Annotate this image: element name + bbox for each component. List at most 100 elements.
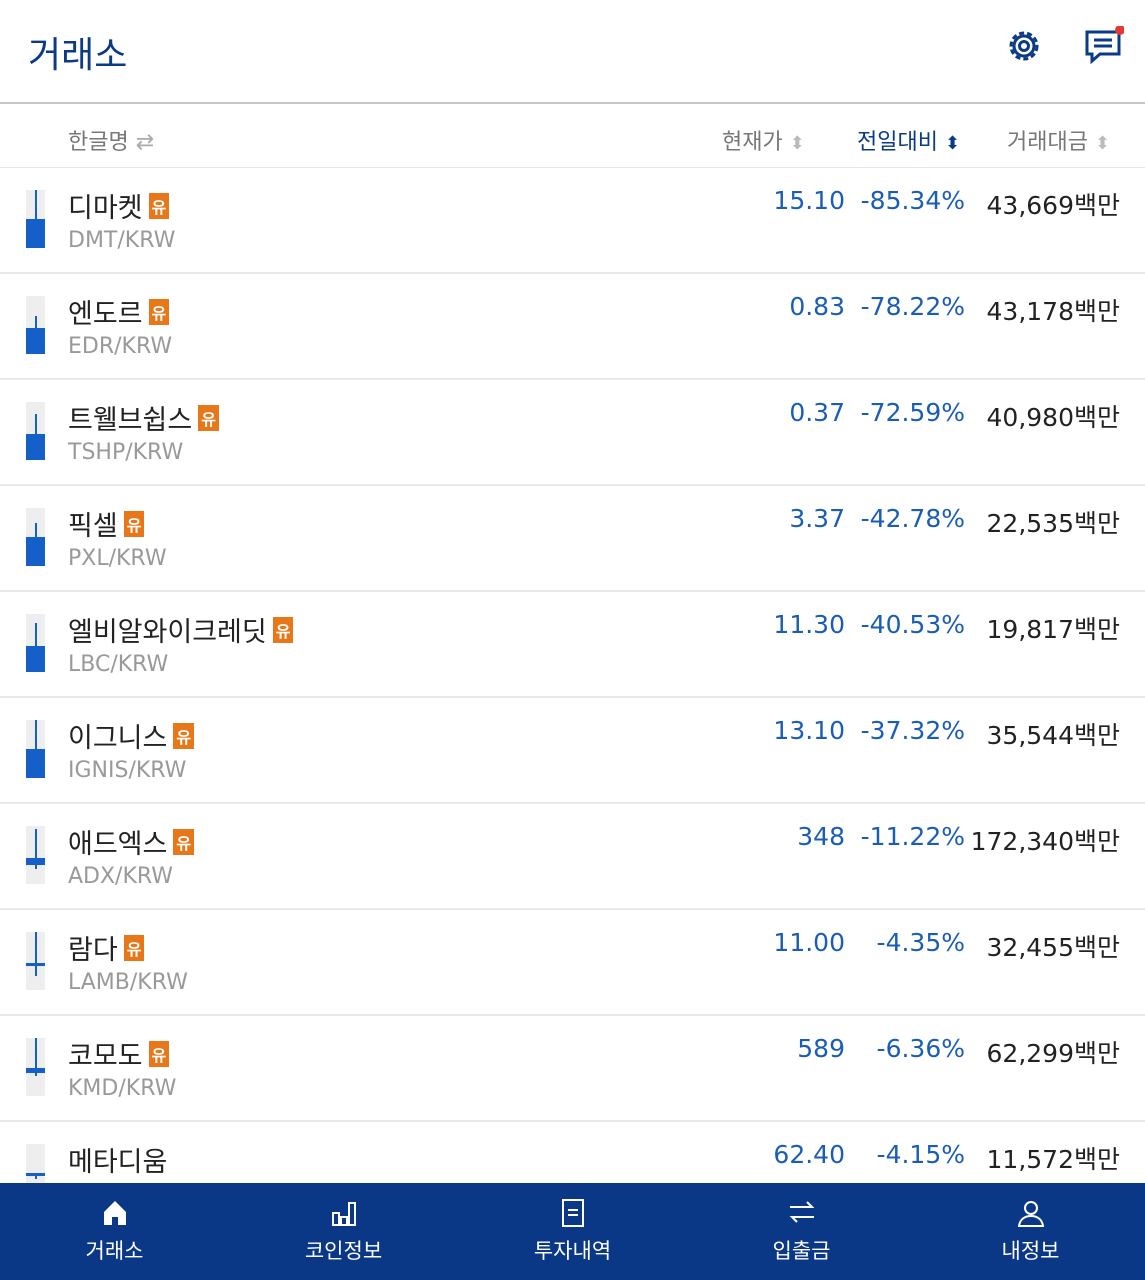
change-rate: -4.15% (876, 1140, 965, 1169)
nav-home[interactable]: 거래소 (0, 1183, 229, 1280)
change-rate: -11.22% (860, 822, 965, 851)
coin-symbol: ADX/KRW (68, 864, 174, 889)
transfer-icon (789, 1201, 814, 1223)
warning-badge: 유 (198, 404, 219, 431)
coin-list: 디마켓 유 DMT/KRW 15.10 -85.34% 43,669백만 엔도르 유… (0, 168, 1145, 1228)
candle-indicator (26, 932, 45, 990)
notification-dot (1115, 26, 1124, 35)
candle-indicator (26, 614, 45, 672)
coin-row[interactable]: 메타디움 62.40 -4.15% 11,572백만 (0, 1122, 1145, 1228)
sort-name[interactable]: 한글명 ⇄ (68, 130, 155, 155)
trade-volume: 11,572백만 (986, 1145, 1120, 1174)
warning-badge: 유 (173, 828, 195, 855)
candle-indicator (26, 826, 45, 884)
sort-price[interactable]: 현재가 ⬍ (722, 130, 805, 155)
sort-volume[interactable]: 거래대금 ⬍ (1007, 130, 1111, 155)
app-header: 거래소 (0, 0, 1145, 104)
change-rate: -78.22% (860, 292, 965, 321)
gear-icon[interactable] (1004, 26, 1044, 66)
trade-volume: 172,340백만 (970, 827, 1120, 856)
warning-badge: 유 (272, 616, 294, 643)
coin-name: 메타디움 (68, 1147, 168, 1178)
swap-icon: ⇄ (135, 130, 155, 155)
coin-symbol: EDR/KRW (68, 334, 173, 359)
bottom-nav: 거래소 코인정보 투자내역 입출금 내정보 (0, 1183, 1145, 1280)
nav-label: 내정보 (1001, 1239, 1060, 1263)
coin-name: 디마켓 유 (68, 186, 170, 225)
candle-indicator (26, 720, 45, 778)
current-price: 11.30 (773, 610, 845, 639)
coin-name: 람다 유 (68, 928, 145, 967)
page-title: 거래소 (28, 35, 128, 76)
trade-volume: 62,299백만 (986, 1039, 1120, 1068)
coin-name: 코모도 유 (68, 1034, 170, 1073)
trade-volume: 22,535백만 (986, 509, 1120, 538)
coin-row[interactable]: 이그니스 유 IGNIS/KRW 13.10 -37.32% 35,544백만 (0, 698, 1145, 804)
current-price: 13.10 (773, 716, 845, 745)
current-price: 62.40 (773, 1140, 845, 1169)
current-price: 348 (797, 822, 845, 851)
candle-indicator (26, 402, 45, 460)
current-price: 15.10 (773, 186, 845, 215)
sort-icon: ⬍ (1094, 133, 1111, 154)
trade-volume: 43,178백만 (986, 297, 1120, 326)
current-price: 0.83 (789, 292, 845, 321)
change-rate: -40.53% (860, 610, 965, 639)
warning-badge: 유 (148, 298, 170, 325)
warning-badge: 유 (148, 1040, 170, 1067)
coin-name: 애드엑스 유 (68, 822, 195, 861)
coin-row[interactable]: 람다 유 LAMB/KRW 11.00 -4.35% 32,455백만 (0, 910, 1145, 1016)
warning-badge: 유 (123, 934, 145, 961)
nav-document[interactable]: 투자내역 (458, 1183, 687, 1280)
candle-indicator (26, 508, 45, 566)
nav-label: 코인정보 (304, 1239, 383, 1263)
candle-indicator (26, 190, 45, 248)
current-price: 0.37 (789, 398, 845, 427)
current-price: 589 (797, 1034, 845, 1063)
coin-row[interactable]: 엔도르 유 EDR/KRW 0.83 -78.22% 43,178백만 (0, 274, 1145, 380)
sort-icon: ⬍ (944, 133, 961, 154)
trade-volume: 32,455백만 (986, 933, 1120, 962)
coin-name: 픽셀 유 (68, 504, 145, 543)
trade-volume: 43,669백만 (986, 191, 1120, 220)
trade-volume: 35,544백만 (986, 721, 1120, 750)
trade-volume: 40,980백만 (986, 403, 1120, 432)
warning-badge: 유 (173, 722, 195, 749)
coin-row[interactable]: 픽셀 유 PXL/KRW 3.37 -42.78% 22,535백만 (0, 486, 1145, 592)
nav-label: 거래소 (85, 1239, 144, 1263)
nav-bar-chart[interactable]: 코인정보 (229, 1183, 458, 1280)
coin-symbol: LBC/KRW (68, 652, 169, 677)
trade-volume: 19,817백만 (986, 615, 1120, 644)
coin-name: 트웰브쉽스 유 (68, 398, 219, 437)
sort-change[interactable]: 전일대비 ⬍ (857, 130, 961, 155)
coin-symbol: IGNIS/KRW (68, 758, 187, 783)
user-icon (1017, 1201, 1044, 1227)
current-price: 11.00 (773, 928, 845, 957)
coin-row[interactable]: 코모도 유 KMD/KRW 589 -6.36% 62,299백만 (0, 1016, 1145, 1122)
change-rate: -85.34% (860, 186, 965, 215)
change-rate: -72.59% (860, 398, 965, 427)
coin-symbol: LAMB/KRW (68, 970, 188, 995)
candle-indicator (26, 296, 45, 354)
coin-name: 이그니스 유 (68, 716, 195, 755)
nav-label: 투자내역 (533, 1239, 612, 1263)
coin-symbol: DMT/KRW (68, 228, 176, 253)
change-rate: -37.32% (860, 716, 965, 745)
document-icon (561, 1199, 584, 1227)
coin-name: 엔도르 유 (68, 292, 170, 331)
home-icon (103, 1201, 126, 1225)
coin-row[interactable]: 트웰브쉽스 유 TSHP/KRW 0.37 -72.59% 40,980백만 (0, 380, 1145, 486)
coin-name: 엘비알와이크레딧 유 (68, 610, 294, 649)
change-rate: -42.78% (860, 504, 965, 533)
warning-badge: 유 (123, 510, 145, 537)
nav-transfer[interactable]: 입출금 (687, 1183, 916, 1280)
coin-row[interactable]: 애드엑스 유 ADX/KRW 348 -11.22% 172,340백만 (0, 804, 1145, 910)
chat-icon[interactable] (1084, 26, 1124, 66)
change-rate: -4.35% (876, 928, 965, 957)
candle-indicator (26, 1038, 45, 1096)
coin-row[interactable]: 엘비알와이크레딧 유 LBC/KRW 11.30 -40.53% 19,817백만 (0, 592, 1145, 698)
coin-row[interactable]: 디마켓 유 DMT/KRW 15.10 -85.34% 43,669백만 (0, 168, 1145, 274)
current-price: 3.37 (789, 504, 845, 533)
nav-user[interactable]: 내정보 (916, 1183, 1145, 1280)
sort-icon: ⬍ (789, 133, 805, 154)
